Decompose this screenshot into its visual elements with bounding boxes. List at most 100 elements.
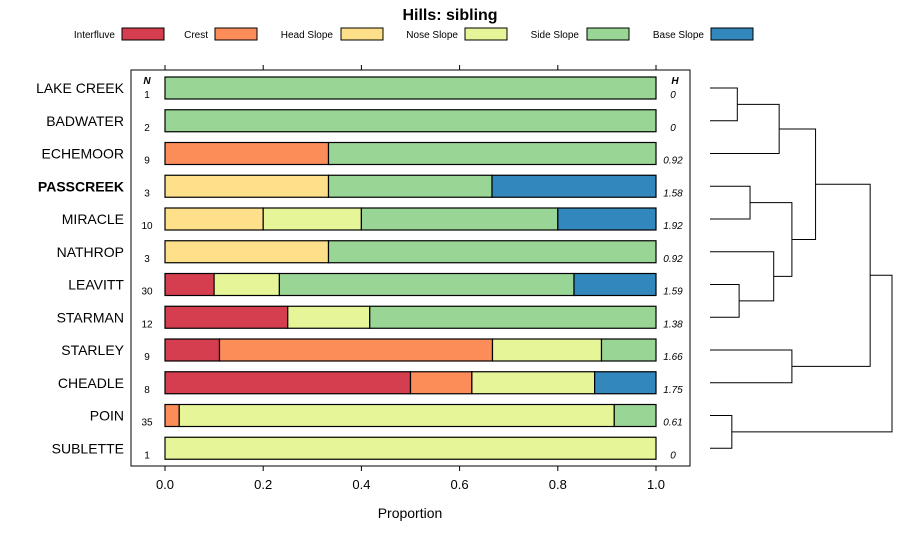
legend-label-3: Nose Slope xyxy=(406,30,458,41)
dendrogram-branch xyxy=(710,415,733,449)
row-label: SUBLETTE xyxy=(52,440,124,456)
bar-segment xyxy=(164,240,330,264)
x-axis: 0.0 0.2 0.4 0.6 0.8 1.0 xyxy=(156,65,665,492)
bar-segment xyxy=(213,272,281,297)
x-tick-label: 0.0 xyxy=(156,477,174,492)
bar-segment xyxy=(369,305,657,329)
row-n: 30 xyxy=(141,287,153,298)
x-tick-label: 0.4 xyxy=(352,477,370,492)
legend-label-2: Head Slope xyxy=(281,30,334,41)
row-h: 1.58 xyxy=(663,188,683,199)
bar-segment xyxy=(327,141,657,166)
row-n: 35 xyxy=(141,418,153,429)
legend: Interfluve Crest Head Slope Nose Slope Side … xyxy=(74,27,754,41)
row-n: 3 xyxy=(144,254,150,265)
row-n: 1 xyxy=(144,450,150,461)
bar-segment xyxy=(262,207,363,231)
bar-segment xyxy=(471,371,596,395)
row-label: NATHROP xyxy=(57,244,124,260)
row-label: BADWATER xyxy=(46,113,124,129)
bar-segment xyxy=(164,338,221,362)
dendrogram-branch xyxy=(710,251,775,302)
legend-label-4: Side Slope xyxy=(531,30,580,41)
row-label: STARLEY xyxy=(61,342,124,358)
h-header: H xyxy=(671,76,679,87)
legend-label-1: Crest xyxy=(184,30,208,41)
row-h: 0.92 xyxy=(663,254,683,265)
row-h: 1.59 xyxy=(663,287,683,298)
x-tick-label: 0.2 xyxy=(254,477,272,492)
bar-segment xyxy=(164,141,330,166)
x-tick-label: 0.6 xyxy=(451,477,469,492)
row-n: 10 xyxy=(141,221,153,232)
n-header: N xyxy=(143,76,151,87)
row-h: 0.61 xyxy=(663,418,682,429)
bar-segment xyxy=(164,403,180,428)
bar-segment xyxy=(164,371,412,395)
plot-frame xyxy=(130,69,691,467)
row-h: 1.66 xyxy=(663,352,683,363)
row-label: STARMAN xyxy=(57,309,124,325)
bar-segment xyxy=(491,174,657,198)
row-n: 12 xyxy=(141,319,153,330)
bar-segment xyxy=(594,371,657,395)
bar-segment xyxy=(164,305,289,329)
legend-label-5: Base Slope xyxy=(653,30,705,41)
bar-segment xyxy=(327,240,657,264)
legend-swatch-2 xyxy=(340,27,384,41)
row-h: 0 xyxy=(670,90,676,101)
row-label: CHEADLE xyxy=(58,375,124,391)
bar-segment xyxy=(613,403,657,428)
row-h: 1.75 xyxy=(663,385,683,396)
bar-segment xyxy=(287,305,371,329)
x-axis-title: Proportion xyxy=(378,505,443,521)
bar-segment xyxy=(164,76,657,100)
bar-segment xyxy=(218,338,494,362)
x-tick-label: 1.0 xyxy=(647,477,665,492)
dendrogram-branch xyxy=(779,128,817,240)
row-label: POIN xyxy=(90,408,124,424)
legend-swatch-5 xyxy=(710,27,754,41)
row-h: 0.92 xyxy=(663,156,683,167)
bar-segment xyxy=(164,272,215,297)
bar-segment xyxy=(164,436,657,460)
dendrogram-branch xyxy=(710,185,751,220)
row-n: 8 xyxy=(144,385,150,396)
legend-label-0: Interfluve xyxy=(74,30,116,41)
legend-swatch-1 xyxy=(214,27,258,41)
bar-segment xyxy=(573,272,657,297)
dendrogram-branch xyxy=(750,202,793,277)
bar-segment xyxy=(178,403,615,428)
dendrogram-branch xyxy=(791,183,871,367)
row-label: LEAVITT xyxy=(68,277,124,293)
row-label: PASSCREEK xyxy=(38,178,124,194)
legend-swatch-0 xyxy=(121,27,165,41)
row-h: 0 xyxy=(670,123,676,134)
bar-segment xyxy=(164,207,264,231)
x-tick-label: 0.8 xyxy=(549,477,567,492)
row-n: 1 xyxy=(144,90,150,101)
row-h: 1.38 xyxy=(663,319,683,330)
legend-swatch-3 xyxy=(464,27,508,41)
bar-segment xyxy=(164,109,657,133)
row-n: 2 xyxy=(144,123,150,134)
bar-segment xyxy=(278,272,575,297)
bar-segment xyxy=(164,174,330,198)
dendrogram-branch xyxy=(710,349,793,384)
row-label: MIRACLE xyxy=(62,211,124,227)
dendrogram-branch xyxy=(710,87,738,122)
dendrogram-branch xyxy=(710,284,740,318)
bar-segment xyxy=(327,174,493,198)
bar-segment xyxy=(600,338,657,362)
row-label: ECHEMOOR xyxy=(42,146,124,162)
dendrogram-branch xyxy=(710,103,780,154)
bar-segment xyxy=(491,338,603,362)
row-h: 1.92 xyxy=(663,221,683,232)
dendrogram xyxy=(710,87,893,449)
bar-segment xyxy=(360,207,559,231)
chart-title: Hills: sibling xyxy=(402,7,497,24)
bar-segment xyxy=(409,371,473,395)
row-n: 9 xyxy=(144,156,150,167)
